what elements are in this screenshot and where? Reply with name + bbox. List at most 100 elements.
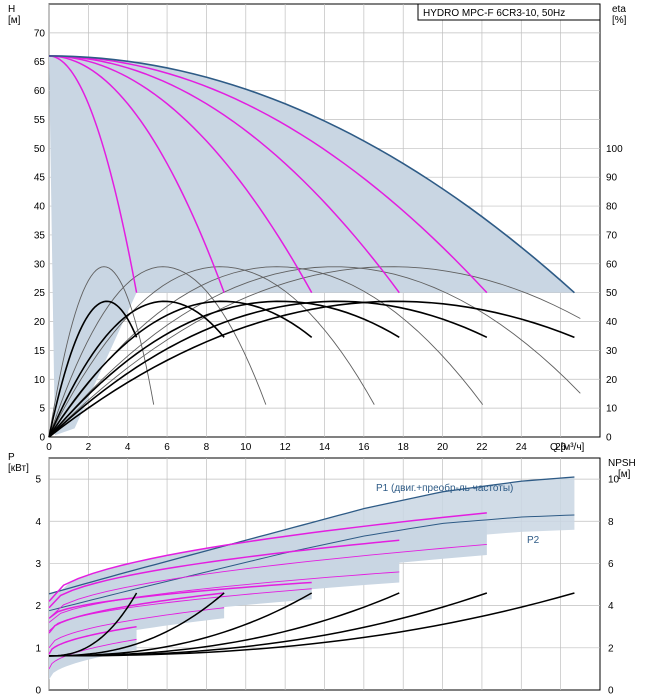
title-box (417, 3, 601, 21)
y-right-tick-label: 50 (606, 288, 618, 299)
y-right-tick-label: 10 (608, 475, 620, 486)
y-left-tick-label: 0 (35, 686, 41, 697)
y-right-tick-label: 100 (606, 144, 623, 155)
power-p2-curve-5 (48, 544, 487, 619)
operating-area (49, 55, 575, 436)
x-axis-title: Q [м³/ч] (550, 442, 585, 453)
y-left-tick-label: 5 (35, 475, 41, 486)
x-tick-label: 10 (240, 442, 252, 453)
p2-envelope-curve (48, 514, 575, 612)
y-right-tick-label: 10 (606, 404, 618, 415)
y-left-tick-label: 3 (35, 559, 41, 570)
y-left-axis-title: P (8, 452, 15, 463)
y-right-tick-label: 8 (608, 517, 614, 528)
y-left-tick-label: 30 (34, 259, 46, 270)
system-efficiency-curve-2 (48, 266, 267, 438)
y-left-tick-label: 45 (34, 173, 46, 184)
npsh-curve-6 (48, 592, 575, 657)
power-p1-curve-4 (48, 539, 400, 609)
x-tick-label: 6 (164, 442, 170, 453)
x-tick-label: 16 (358, 442, 370, 453)
y-right-axis-title: eta (612, 4, 626, 15)
y-right-axis-unit: [м] (618, 469, 631, 480)
y-left-axis-title: H (8, 4, 15, 15)
y-left-tick-label: 10 (34, 375, 46, 386)
x-tick-label: 24 (516, 442, 528, 453)
head-curve-4 (48, 55, 400, 294)
y-left-tick-label: 35 (34, 230, 46, 241)
y-left-tick-label: 20 (34, 317, 46, 328)
y-right-tick-label: 0 (608, 686, 614, 697)
y-right-axis-unit: [%] (612, 15, 627, 26)
x-tick-label: 22 (476, 442, 488, 453)
x-tick-label: 26 (555, 442, 567, 453)
power-p1-curve-5 (48, 512, 487, 602)
head-curve-5 (48, 55, 488, 294)
x-tick-label: 14 (319, 442, 331, 453)
x-tick-label: 20 (437, 442, 449, 453)
efficiency-curve-6 (48, 300, 575, 438)
y-left-tick-label: 50 (34, 144, 46, 155)
y-right-tick-label: 30 (606, 346, 618, 357)
system-efficiency-curve-5 (48, 266, 581, 438)
system-efficiency-curve-1 (48, 266, 155, 438)
power-p1-curve-1 (48, 625, 137, 655)
y-left-tick-label: 4 (35, 517, 41, 528)
y-right-tick-label: 4 (608, 601, 614, 612)
y-left-tick-label: 2 (35, 601, 41, 612)
chart-title: HYDRO MPC-F 6CR3-10, 50Hz (423, 8, 565, 19)
y-right-tick-label: 40 (606, 317, 618, 328)
x-tick-label: 8 (204, 442, 210, 453)
y-right-tick-label: 80 (606, 202, 618, 213)
system-efficiency-curve-4 (48, 266, 484, 438)
power-p2-curve-1 (48, 638, 137, 670)
head-curve-2 (48, 55, 225, 293)
p2-annotation: P2 (527, 535, 540, 546)
x-tick-label: 2 (86, 442, 92, 453)
power-p2-curve-4 (48, 571, 400, 623)
power-p2-curve-2 (48, 607, 225, 649)
efficiency-curve-5 (48, 300, 488, 438)
y-right-tick-label: 60 (606, 259, 618, 270)
y-left-axis-unit: [м] (8, 15, 21, 26)
y-left-tick-label: 0 (39, 433, 45, 444)
y-left-tick-label: 55 (34, 115, 46, 126)
head-curve-1 (48, 55, 138, 293)
efficiency-curve-2 (48, 300, 225, 438)
y-right-tick-label: 6 (608, 559, 614, 570)
head-panel: 0 2 4 6 8 10 12 14 16 18 20 22 24 2605101520253035404… (8, 3, 627, 453)
p1-envelope-curve (48, 476, 575, 595)
system-efficiency-curve-3 (48, 266, 375, 438)
x-tick-label: 18 (398, 442, 410, 453)
y-left-tick-label: 65 (34, 57, 46, 68)
head-curve-6 (48, 55, 575, 294)
efficiency-curve-4 (48, 300, 400, 438)
y-left-tick-label: 15 (34, 346, 46, 357)
head-curve-3 (48, 55, 313, 294)
y-left-tick-label: 1 (35, 643, 41, 654)
x-tick-label: 4 (125, 442, 131, 453)
y-right-tick-label: 90 (606, 173, 618, 184)
y-right-tick-label: 2 (608, 643, 614, 654)
y-left-tick-label: 60 (34, 86, 46, 97)
y-left-tick-label: 70 (34, 28, 46, 39)
y-right-axis-title: NPSH (608, 458, 636, 469)
y-left-axis-unit: [кВт] (8, 463, 29, 474)
y-right-tick-label: 70 (606, 230, 618, 241)
y-left-tick-label: 25 (34, 288, 46, 299)
p1-annotation: P1 (двиг.+преобр-ль частоты) (376, 482, 513, 494)
y-left-tick-label: 5 (39, 404, 45, 415)
x-tick-label: 0 (46, 442, 52, 453)
power-p2-curve-3 (48, 588, 312, 632)
y-right-tick-label: 0 (606, 433, 612, 444)
system-efficiency-curve-6 (48, 266, 581, 438)
power-panel: 0 1 2 3 4 5 0 2 4 6 8 10 P[кВт] NPSH[м] P1 (двиг.+прео… (8, 452, 636, 697)
power-band-3 (49, 582, 312, 642)
y-right-tick-label: 20 (606, 375, 618, 386)
efficiency-curve-1 (48, 300, 138, 438)
x-tick-label: 12 (280, 442, 292, 453)
efficiency-curve-3 (48, 300, 313, 438)
y-left-tick-label: 40 (34, 202, 46, 213)
